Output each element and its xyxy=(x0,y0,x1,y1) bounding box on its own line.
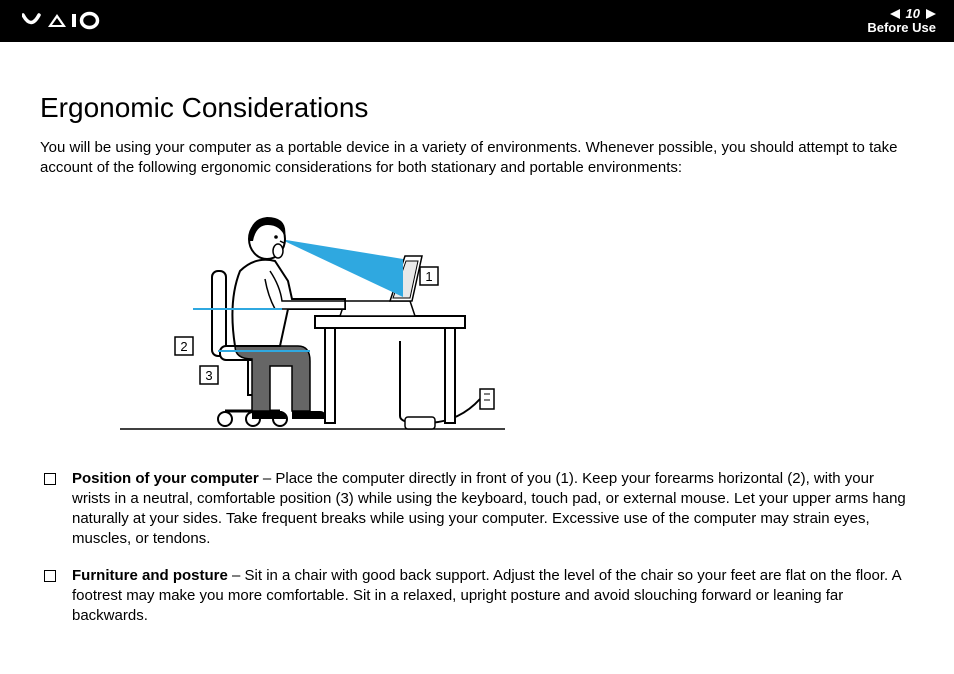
page-content: Ergonomic Considerations You will be usi… xyxy=(0,42,954,652)
section-label: Before Use xyxy=(867,21,936,35)
page-header: 10 Before Use xyxy=(0,0,954,42)
next-page-icon[interactable] xyxy=(926,9,936,19)
vaio-logo xyxy=(22,10,132,32)
callout-1: 1 xyxy=(425,269,432,284)
page-title: Ergonomic Considerations xyxy=(40,92,914,124)
bullet-label: Furniture and posture xyxy=(72,567,228,584)
callout-2: 2 xyxy=(180,339,187,354)
list-item: Position of your computer – Place the co… xyxy=(68,469,914,550)
bullet-label: Position of your computer xyxy=(72,470,259,487)
prev-page-icon[interactable] xyxy=(890,9,900,19)
callout-3: 3 xyxy=(205,368,212,383)
ergonomics-figure: 1 2 3 xyxy=(120,201,505,446)
intro-paragraph: You will be using your computer as a por… xyxy=(40,138,914,179)
page-number: 10 xyxy=(906,7,920,21)
page-nav: 10 xyxy=(867,7,936,21)
list-item: Furniture and posture – Sit in a chair w… xyxy=(68,566,914,627)
bullet-list: Position of your computer – Place the co… xyxy=(40,469,914,627)
header-right: 10 Before Use xyxy=(867,7,936,36)
